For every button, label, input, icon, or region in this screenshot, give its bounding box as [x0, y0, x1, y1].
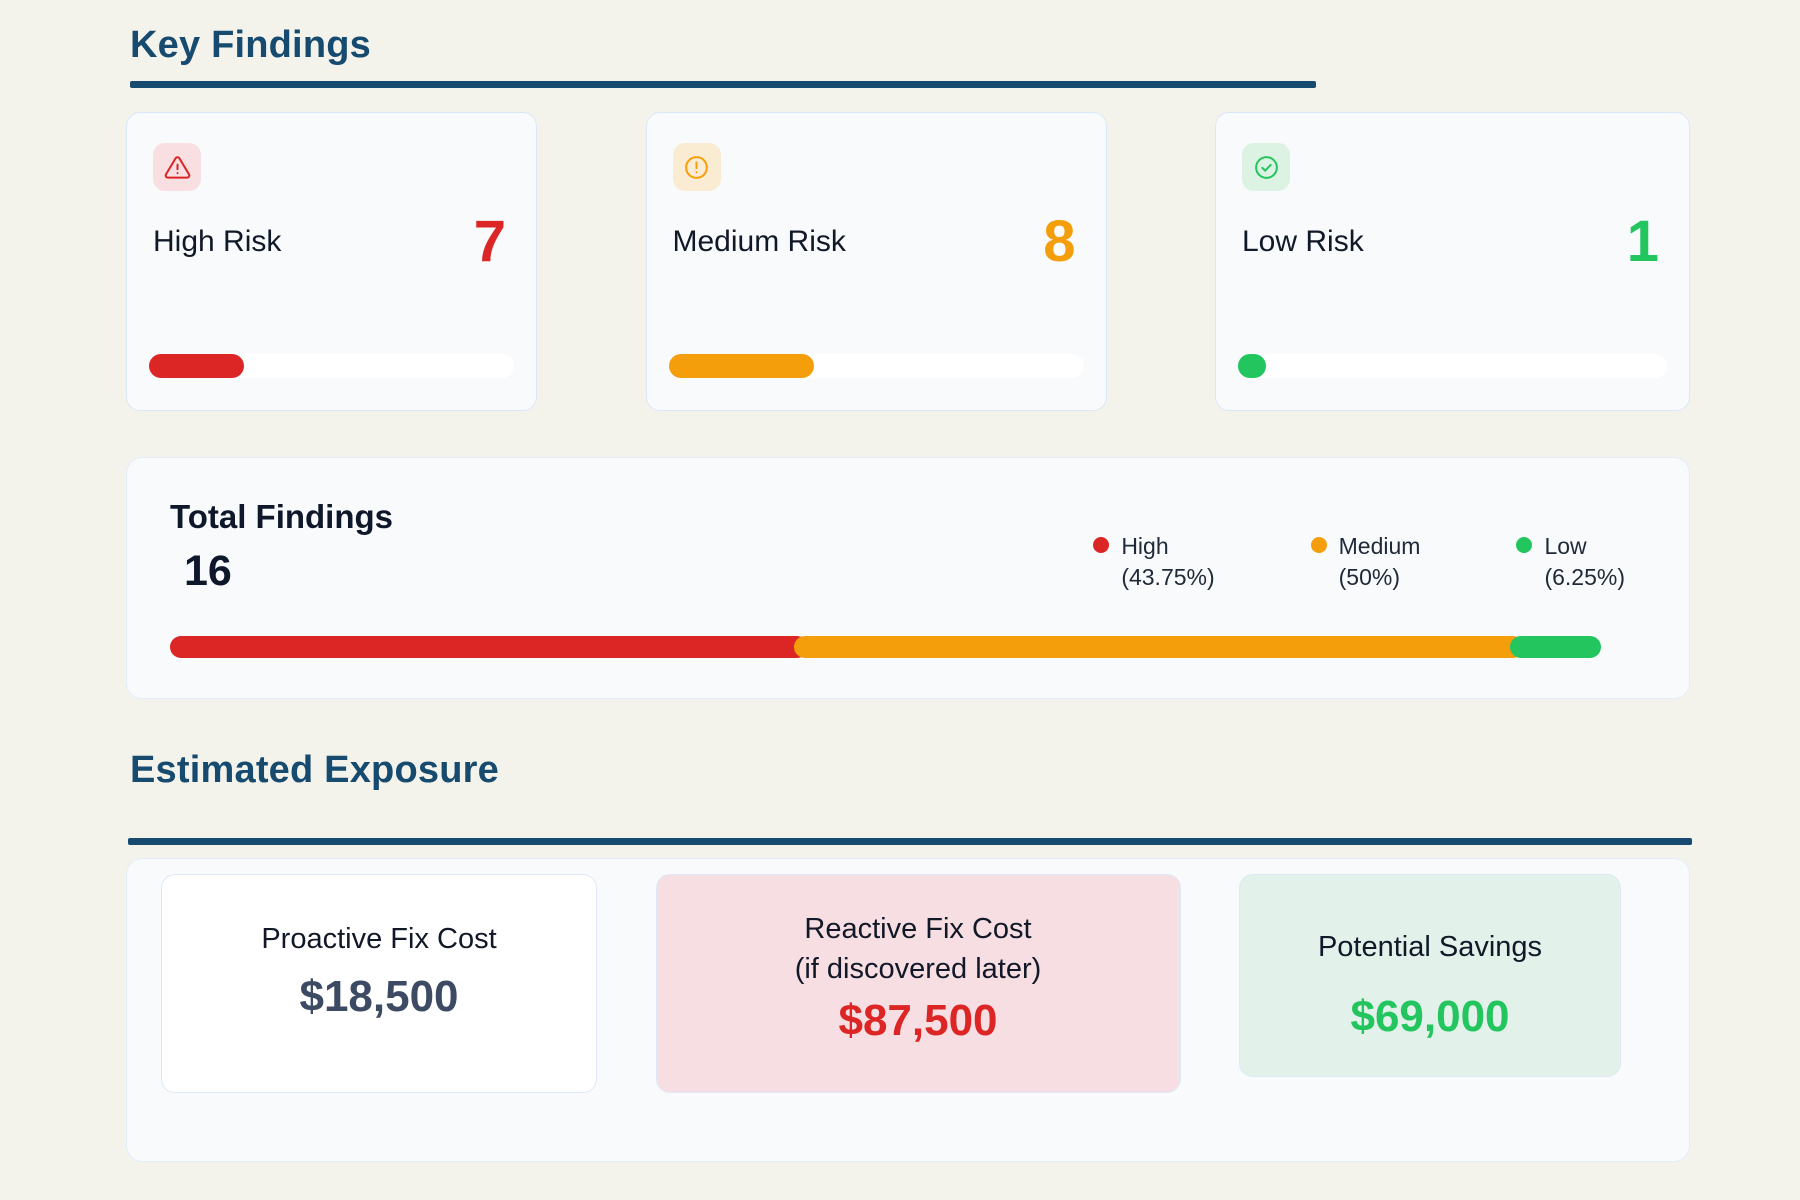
high-legend-pct: (43.75%) — [1121, 563, 1215, 590]
warning-triangle-icon — [164, 155, 190, 179]
alert-circle-icon — [685, 155, 708, 179]
medium-legend-label: Medium — [1338, 532, 1421, 559]
high-bar-segment — [170, 636, 809, 658]
total-findings-title: Total Findings — [170, 498, 394, 535]
medium-legend-pct: (50%) — [1338, 563, 1400, 590]
high-risk-card: High Risk 7 — [126, 112, 537, 411]
high-risk-label: High Risk — [153, 225, 282, 258]
low-bar-segment — [1509, 636, 1601, 658]
low-legend-pct: (6.25%) — [1544, 563, 1625, 590]
low-risk-label: Low Risk — [1242, 225, 1364, 258]
potential-savings-card: Potential Savings $69,000 — [1239, 874, 1621, 1077]
high-legend-label: High — [1121, 532, 1169, 559]
low-legend-dot — [1516, 536, 1533, 553]
legend-item-high: High (43.75%) — [1093, 531, 1215, 593]
legend-item-medium: Medium (50%) — [1310, 531, 1421, 593]
medium-bar-segment — [794, 636, 1524, 658]
low-risk-count: 1 — [1626, 209, 1659, 274]
medium-legend-dot — [1310, 536, 1327, 553]
estimated-exposure-underline — [128, 838, 1692, 845]
high-risk-icon-badge — [153, 143, 201, 191]
total-findings-card: Total Findings 16 High (43.75%) Medium (… — [126, 457, 1690, 699]
key-findings-underline — [130, 81, 1316, 88]
estimated-exposure-panel: Proactive Fix Cost $18,500 Reactive Fix … — [126, 858, 1690, 1162]
proactive-fix-cost-card: Proactive Fix Cost $18,500 — [161, 874, 597, 1093]
key-findings-heading: Key Findings — [130, 24, 371, 66]
check-circle-icon — [1254, 155, 1278, 179]
estimated-exposure-heading: Estimated Exposure — [130, 749, 499, 791]
legend-item-low: Low (6.25%) — [1516, 531, 1625, 593]
reactive-fix-cost-subtitle: (if discovered later) — [794, 953, 1042, 986]
risk-summary-row: High Risk 7 Medium Risk 8 — [126, 112, 1690, 411]
low-risk-icon-badge — [1242, 143, 1290, 191]
medium-risk-label: Medium Risk — [672, 225, 846, 258]
proactive-fix-cost-amount: $18,500 — [299, 972, 459, 1022]
medium-risk-progress-fill — [668, 354, 814, 378]
severity-legend: High (43.75%) Medium (50%) Low (6.25%) — [1093, 531, 1629, 593]
reactive-fix-cost-amount: $87,500 — [838, 996, 998, 1046]
high-legend-dot — [1093, 536, 1110, 553]
high-risk-progress-track — [149, 354, 514, 378]
low-risk-card: Low Risk 1 — [1215, 112, 1690, 411]
potential-savings-title: Potential Savings — [1317, 931, 1543, 963]
high-risk-progress-fill — [149, 354, 244, 378]
potential-savings-amount: $69,000 — [1350, 992, 1510, 1042]
reactive-fix-cost-card: Reactive Fix Cost (if discovered later) … — [655, 874, 1181, 1093]
reactive-fix-cost-title: Reactive Fix Cost — [804, 913, 1032, 945]
low-risk-progress-track — [1238, 354, 1667, 378]
medium-risk-icon-badge — [672, 143, 721, 191]
proactive-fix-cost-title: Proactive Fix Cost — [261, 923, 497, 955]
medium-risk-count: 8 — [1043, 209, 1076, 274]
high-risk-count: 7 — [473, 209, 506, 274]
low-legend-label: Low — [1544, 532, 1587, 559]
severity-stacked-bar — [170, 636, 1629, 658]
low-risk-progress-fill — [1238, 354, 1266, 378]
total-findings-count: 16 — [184, 547, 232, 595]
medium-risk-card: Medium Risk 8 — [645, 112, 1107, 411]
medium-risk-progress-track — [668, 354, 1084, 378]
